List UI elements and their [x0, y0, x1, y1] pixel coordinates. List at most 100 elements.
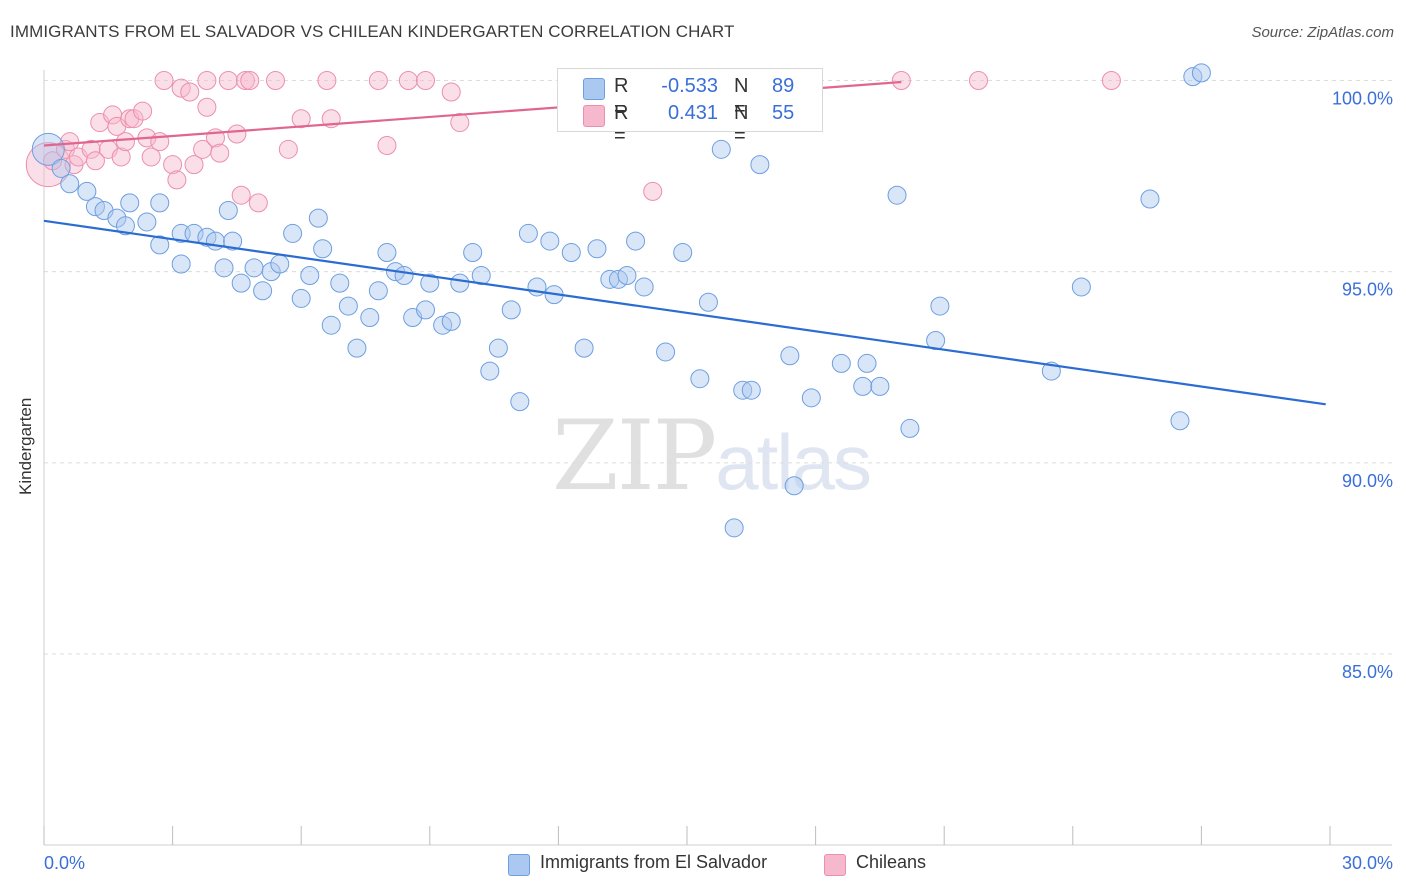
el-salvador-point	[587, 239, 607, 259]
chilean-point	[163, 155, 183, 175]
legend-n-value: 89	[772, 75, 795, 97]
el-salvador-point	[214, 258, 234, 278]
el-salvador-point	[150, 235, 170, 255]
el-salvador-point	[77, 181, 97, 201]
watermark-atlas: atlas	[715, 418, 872, 506]
el-salvador-point	[510, 392, 530, 412]
bottom-legend-swatch-blue	[508, 854, 530, 876]
chilean-point	[133, 101, 153, 121]
el-salvador-point	[244, 258, 264, 278]
el-salvador-point	[330, 273, 350, 293]
el-salvador-point	[60, 174, 80, 194]
el-salvador-point	[308, 208, 328, 228]
legend-n-label: N =	[734, 102, 749, 147]
el-salvador-point	[137, 212, 157, 232]
chilean-point	[968, 71, 988, 90]
el-salvador-point	[321, 315, 341, 335]
chilean-point	[227, 124, 247, 144]
y-tick-label: 85.0%	[1342, 662, 1393, 682]
chilean-point	[197, 97, 217, 117]
legend-r-value: -0.533	[661, 75, 718, 97]
el-salvador-point	[51, 158, 71, 178]
el-salvador-point	[724, 518, 744, 538]
y-tick-label: 90.0%	[1342, 471, 1393, 491]
el-salvador-point	[801, 388, 821, 408]
el-salvador-point	[617, 265, 637, 285]
chilean-point	[377, 135, 397, 155]
chilean-point	[231, 185, 251, 205]
chilean-point	[450, 113, 470, 133]
el-salvador-point	[313, 239, 333, 259]
el-salvador-point	[450, 273, 470, 293]
legend-r-label: R =	[614, 102, 629, 147]
chilean-point	[368, 71, 388, 90]
source-label: Source: ZipAtlas.com	[1251, 24, 1394, 41]
el-salvador-point	[394, 265, 414, 285]
chilean-point	[416, 71, 436, 90]
bottom-legend-label: Immigrants from El Salvador	[540, 852, 768, 872]
chilean-point	[167, 170, 187, 190]
chilean-point	[180, 82, 200, 102]
legend-r-value: 0.431	[667, 102, 718, 124]
el-salvador-point	[711, 139, 731, 159]
el-salvador-point	[377, 243, 397, 263]
chilean-point	[265, 71, 285, 90]
el-salvador-point	[368, 281, 388, 301]
el-salvador-point	[463, 243, 483, 263]
chilean-point	[184, 155, 204, 175]
el-salvador-point	[1170, 411, 1190, 431]
el-salvador-point	[656, 342, 676, 362]
el-salvador-point	[673, 243, 693, 263]
el-salvador-point	[488, 338, 508, 358]
el-salvador-point	[900, 418, 920, 438]
el-salvador-point	[150, 193, 170, 213]
chilean-point	[60, 132, 80, 152]
el-salvador-point	[338, 296, 358, 316]
chilean-point	[25, 142, 71, 188]
stats-legend: R = -0.533 N = 89 R = 0.431 N = 55	[557, 68, 823, 147]
el-salvador-point	[115, 216, 135, 236]
el-salvador-trendline	[43, 219, 1326, 406]
chilean-point	[115, 132, 135, 152]
el-salvador-point	[270, 254, 290, 274]
el-salvador-point	[480, 361, 500, 381]
el-salvador-point	[857, 353, 877, 373]
chilean-point	[197, 71, 217, 90]
el-salvador-point	[870, 376, 890, 396]
el-salvador-point	[831, 353, 851, 373]
legend-n-value: 55	[772, 102, 795, 124]
chilean-point	[441, 82, 461, 102]
chilean-point	[218, 71, 238, 90]
chilean-point	[317, 71, 337, 90]
chilean-point	[111, 147, 131, 167]
el-salvador-point	[501, 300, 521, 320]
el-salvador-point	[360, 308, 380, 328]
legend-swatch-pink	[583, 105, 605, 127]
el-salvador-point	[750, 155, 770, 175]
watermark-zip: ZIP	[552, 400, 717, 512]
el-salvador-point	[420, 273, 440, 293]
el-salvador-point	[300, 265, 320, 285]
el-salvador-point	[441, 311, 461, 331]
el-salvador-point	[690, 369, 710, 389]
el-salvador-point	[218, 200, 238, 220]
chilean-point	[398, 71, 418, 90]
bottom-legend-swatch-pink	[824, 854, 846, 876]
watermark: ZIPatlas	[552, 400, 872, 512]
el-salvador-point	[930, 296, 950, 316]
chilean-point	[240, 71, 260, 90]
el-salvador-point	[31, 132, 65, 166]
chilean-point	[141, 147, 161, 167]
el-salvador-point	[1191, 63, 1211, 83]
chilean-point	[235, 71, 255, 90]
el-salvador-point	[574, 338, 594, 358]
el-salvador-point	[853, 376, 873, 396]
chilean-point	[291, 109, 311, 129]
el-salvador-point	[887, 185, 907, 205]
chilean-point	[85, 151, 105, 171]
chilean-point	[248, 193, 268, 213]
el-salvador-point	[784, 476, 804, 496]
chilean-point	[210, 143, 230, 163]
chilean-point	[891, 71, 911, 90]
